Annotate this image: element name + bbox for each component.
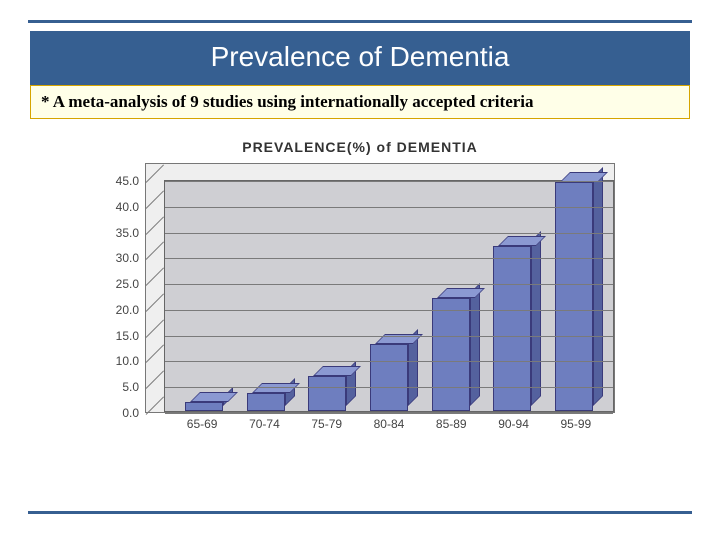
bar-front xyxy=(432,298,470,411)
y-tick-label: 40.0 xyxy=(116,200,139,214)
y-tick-label: 20.0 xyxy=(116,303,139,317)
grid-diagonal xyxy=(146,293,165,312)
x-tick-label: 90-94 xyxy=(495,417,533,431)
bar-top xyxy=(190,392,238,402)
bar-side xyxy=(531,231,541,406)
grid-diagonal xyxy=(146,345,165,364)
chart-body: 45.0 40.0 35.0 30.0 25.0 20.0 15.0 10.0 5.0 0.0 6… xyxy=(28,163,692,431)
y-tick-label: 5.0 xyxy=(122,380,139,394)
y-tick-label: 0.0 xyxy=(122,406,139,420)
bar xyxy=(555,179,593,411)
grid-diagonal xyxy=(146,241,165,260)
chart: PREVALENCE(%) of DEMENTIA 45.0 40.0 35.0 30… xyxy=(28,139,692,431)
plot-area xyxy=(164,180,614,412)
grid-line xyxy=(165,361,613,362)
subtitle-box: * A meta-analysis of 9 studies using int… xyxy=(30,85,690,119)
y-tick-label: 25.0 xyxy=(116,277,139,291)
grid-diagonal xyxy=(146,190,165,209)
grid-diagonal xyxy=(146,164,165,183)
chart-title: PREVALENCE(%) of DEMENTIA xyxy=(28,139,692,155)
slide: Prevalence of Dementia * A meta-analysis… xyxy=(0,0,720,540)
x-tick-label: 95-99 xyxy=(557,417,595,431)
grid-line xyxy=(165,284,613,285)
grid-line xyxy=(165,387,613,388)
grid-diagonal xyxy=(146,267,165,286)
grid-line xyxy=(165,310,613,311)
bar-front xyxy=(185,402,223,411)
grid-line xyxy=(165,258,613,259)
x-axis: 65-69 70-74 75-79 80-84 85-89 90-94 95-99 xyxy=(163,413,615,431)
y-tick-label: 15.0 xyxy=(116,329,139,343)
y-tick-label: 30.0 xyxy=(116,251,139,265)
grid-diagonal xyxy=(146,370,165,389)
bar xyxy=(493,179,531,411)
x-tick-label: 85-89 xyxy=(432,417,470,431)
bar xyxy=(308,179,346,411)
grid-line xyxy=(165,413,613,414)
bar xyxy=(370,179,408,411)
bar-front xyxy=(555,182,593,411)
x-tick-label: 80-84 xyxy=(370,417,408,431)
bars-container xyxy=(165,181,613,411)
y-tick-label: 45.0 xyxy=(116,174,139,188)
subtitle-text: * A meta-analysis of 9 studies using int… xyxy=(41,92,679,112)
top-rule xyxy=(28,20,692,23)
bar xyxy=(432,179,470,411)
bar-front xyxy=(308,376,346,411)
bar-side xyxy=(593,167,603,406)
grid-line xyxy=(165,233,613,234)
y-axis: 45.040.035.030.025.020.015.010.05.00.0 xyxy=(105,163,145,413)
grid-diagonal xyxy=(146,319,165,338)
plot-shell: 65-69 70-74 75-79 80-84 85-89 90-94 95-99 xyxy=(145,163,615,431)
title-band: Prevalence of Dementia xyxy=(30,31,690,85)
bar-front xyxy=(370,344,408,411)
grid-line xyxy=(165,181,613,182)
plot-outer xyxy=(145,163,615,413)
grid-diagonal xyxy=(146,396,165,415)
slide-title: Prevalence of Dementia xyxy=(30,41,690,73)
grid-line xyxy=(165,207,613,208)
bar xyxy=(247,179,285,411)
x-tick-label: 75-79 xyxy=(308,417,346,431)
grid-line xyxy=(165,336,613,337)
y-tick-label: 10.0 xyxy=(116,354,139,368)
bar-front xyxy=(247,393,285,411)
grid-diagonal xyxy=(146,216,165,235)
x-tick-label: 65-69 xyxy=(183,417,221,431)
x-tick-label: 70-74 xyxy=(245,417,283,431)
bar xyxy=(185,179,223,411)
bottom-rule xyxy=(28,511,692,514)
y-tick-label: 35.0 xyxy=(116,226,139,240)
